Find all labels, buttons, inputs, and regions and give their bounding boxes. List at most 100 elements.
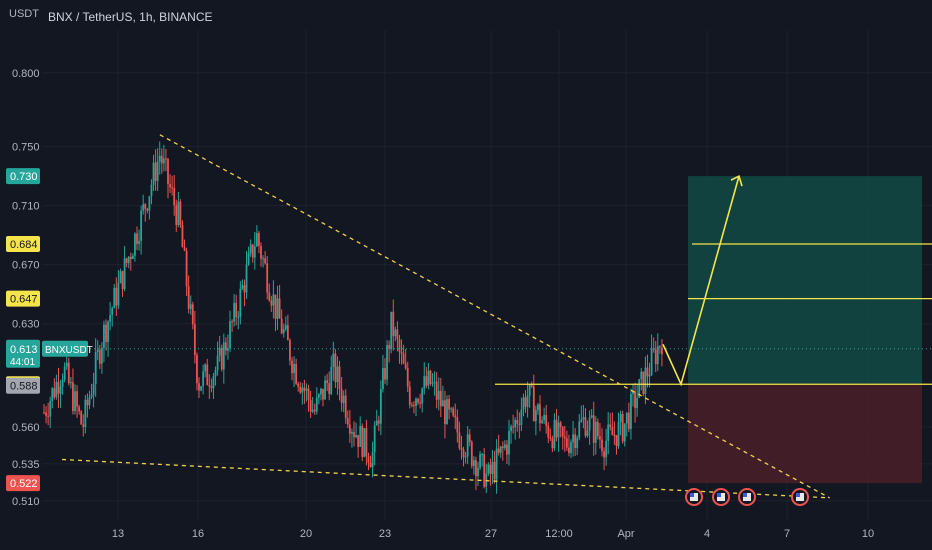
candle-body	[307, 388, 310, 401]
candle-body	[431, 382, 434, 384]
candle-body	[140, 210, 143, 241]
candle-body	[90, 394, 93, 398]
candle-body	[642, 371, 645, 394]
candle-body	[485, 473, 488, 487]
candle-body	[493, 461, 496, 480]
event-flag-icon-canton	[743, 493, 747, 497]
candle-body	[539, 404, 541, 424]
candle-body	[239, 288, 242, 317]
candle-body	[351, 432, 353, 434]
candle-body	[348, 424, 351, 434]
candle-body	[88, 397, 91, 406]
candle-body	[303, 387, 306, 391]
candle-body	[634, 391, 636, 409]
x-tick-label: 20	[300, 528, 312, 540]
candle-body	[78, 406, 81, 412]
price-label: 0.730	[10, 171, 38, 183]
y-tick-label: 0.750	[12, 142, 40, 154]
candle-body	[138, 240, 140, 244]
candle-body	[311, 409, 314, 412]
candle-body	[121, 271, 124, 290]
event-flag-icon-canton	[690, 493, 694, 497]
candle-body	[293, 363, 295, 374]
candle-body	[204, 364, 207, 372]
candle-body	[404, 363, 407, 369]
candle-body	[551, 438, 554, 449]
candle-body	[437, 390, 440, 400]
candle-body	[57, 381, 60, 394]
candle-body	[123, 258, 126, 290]
candle-body	[96, 349, 99, 352]
candle-body	[475, 460, 477, 477]
candle-body	[580, 419, 583, 422]
candle-body	[142, 204, 145, 211]
candle-body	[599, 436, 601, 440]
candle-body	[396, 329, 399, 340]
candle-body	[545, 414, 548, 426]
candle-body	[439, 390, 442, 407]
candle-body	[280, 318, 283, 334]
candle-body	[559, 422, 562, 427]
candle-body	[650, 348, 653, 375]
candle-body	[231, 321, 233, 323]
candle-body	[255, 233, 258, 247]
candle-body	[45, 412, 47, 416]
candle-body	[249, 244, 252, 254]
candle-body	[382, 368, 384, 390]
candle-body	[367, 456, 370, 464]
event-flag-icon-canton	[717, 493, 721, 497]
price-label: 0.588	[10, 381, 38, 393]
candle-body	[477, 467, 479, 477]
candle-body	[429, 370, 432, 384]
candle-body	[338, 366, 341, 389]
candle-body	[297, 383, 300, 387]
candle-body	[516, 420, 519, 424]
candle-body	[541, 420, 543, 424]
candle-body	[528, 384, 531, 396]
trendline-lower	[61, 458, 830, 499]
candle-body	[158, 155, 161, 162]
candle-body	[402, 353, 405, 364]
candle-body	[508, 431, 510, 455]
x-tick-label: 12:00	[545, 528, 573, 540]
candle-body	[340, 388, 343, 403]
candle-body	[656, 346, 659, 365]
candle-body	[59, 386, 62, 394]
candle-body	[481, 454, 484, 456]
y-tick-label: 0.510	[12, 496, 40, 508]
candle-body	[51, 388, 54, 401]
candle-body	[518, 423, 521, 425]
candle-body	[127, 256, 130, 264]
candle-body	[592, 415, 595, 443]
candle-body	[588, 417, 591, 431]
candle-body	[621, 414, 624, 442]
candle-body	[644, 367, 647, 394]
candle-body	[530, 384, 533, 387]
candle-body	[328, 383, 331, 394]
candle-body	[373, 425, 376, 453]
candle-body	[69, 382, 72, 384]
candle-body	[320, 388, 322, 395]
candle-body	[646, 367, 649, 377]
candle-body	[617, 421, 620, 447]
y-unit-label: USDT	[9, 8, 39, 20]
candle-body	[63, 366, 66, 380]
candle-body	[427, 370, 430, 386]
candle-body	[247, 253, 250, 265]
candle-body	[526, 395, 529, 407]
candle-body	[332, 353, 335, 367]
candle-body	[555, 419, 558, 438]
projection-arrowhead	[730, 174, 743, 187]
candle-body	[74, 391, 76, 412]
candle-body	[119, 271, 122, 283]
price-label: 0.522	[10, 478, 38, 490]
candle-body	[117, 282, 120, 306]
price-label-bg	[6, 236, 40, 253]
candle-body	[415, 398, 417, 406]
candle-body	[648, 374, 651, 377]
candle-body	[131, 255, 134, 259]
x-tick-label: 7	[784, 528, 790, 540]
candle-body	[270, 300, 273, 306]
candle-body	[603, 451, 605, 458]
